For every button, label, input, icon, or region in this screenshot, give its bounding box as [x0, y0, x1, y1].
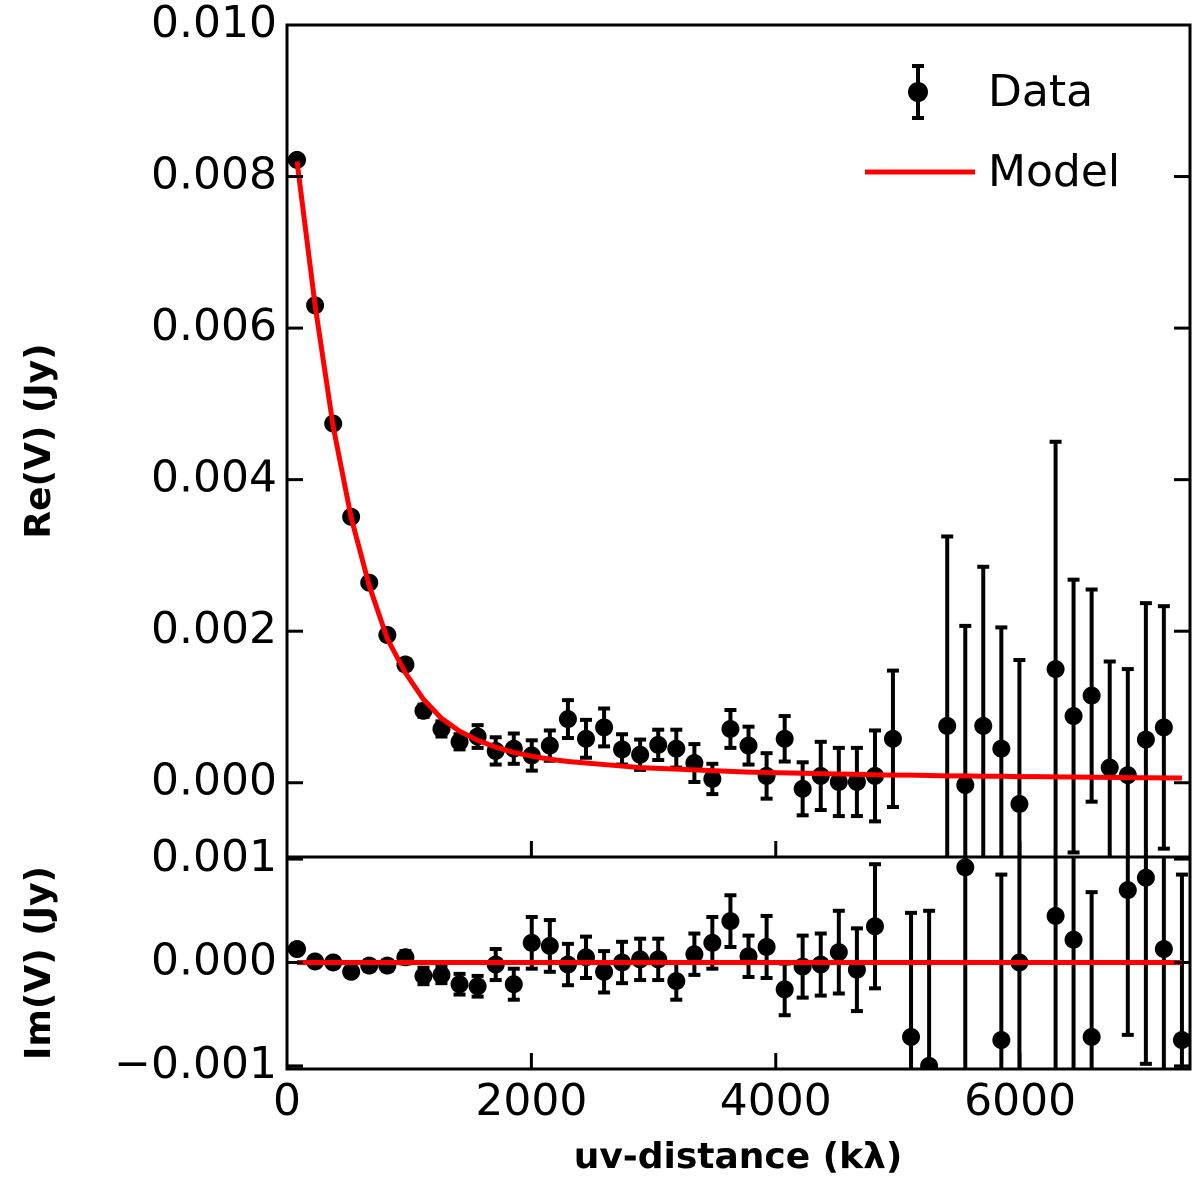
- data-point: [595, 718, 614, 737]
- y-tick-label: 0.006: [151, 300, 277, 351]
- data-point: [1082, 1027, 1101, 1046]
- data-point: [468, 977, 487, 996]
- data-point: [883, 729, 902, 748]
- data-point: [902, 1027, 921, 1046]
- data-point: [378, 956, 397, 975]
- data-point: [1010, 794, 1029, 813]
- data-point: [1046, 660, 1065, 679]
- data-point: [1064, 930, 1083, 949]
- data-point: [631, 950, 650, 969]
- y-tick-label: 0.001: [151, 831, 277, 882]
- y-tick-label: 0.002: [151, 603, 277, 654]
- data-point: [1154, 718, 1173, 737]
- data-point: [775, 729, 794, 748]
- data-point: [1100, 758, 1119, 777]
- y-tick-label: 0.000: [151, 934, 277, 985]
- data-point: [829, 772, 848, 791]
- data-point: [829, 943, 848, 962]
- data-point: [432, 965, 451, 984]
- legend-marker: [908, 82, 928, 102]
- data-point: [1046, 906, 1065, 925]
- data-point: [721, 912, 740, 931]
- data-point: [847, 772, 866, 791]
- data-point: [1118, 881, 1137, 900]
- data-point: [450, 975, 469, 994]
- y-tick-label: 0.004: [151, 452, 277, 503]
- data-point: [342, 962, 361, 981]
- data-point: [703, 769, 722, 788]
- y-axis-label: Re(V) (Jy): [18, 343, 59, 538]
- data-point: [504, 975, 523, 994]
- x-tick-label: 6000: [964, 1075, 1076, 1126]
- data-point: [757, 766, 776, 785]
- data-point: [595, 962, 614, 981]
- data-point: [649, 735, 668, 754]
- data-point: [974, 716, 993, 735]
- data-point: [757, 937, 776, 956]
- y-axis-label: Im(V) (Jy): [18, 866, 59, 1060]
- data-point: [685, 945, 704, 964]
- y-tick-label: −0.001: [114, 1038, 277, 1089]
- data-point: [1064, 707, 1083, 726]
- data-point: [793, 779, 812, 798]
- model-line: [294, 161, 1182, 781]
- data-point: [956, 858, 975, 877]
- data-point: [992, 739, 1011, 758]
- data-point: [920, 1056, 939, 1069]
- data-point: [414, 966, 433, 985]
- y-tick-label: 0.008: [151, 149, 277, 200]
- data-point: [703, 933, 722, 952]
- plot-area: [288, 150, 1182, 857]
- data-point: [522, 933, 541, 952]
- data-point: [739, 736, 758, 755]
- axes-frame: [285, 855, 1192, 1071]
- data-point: [1136, 730, 1155, 749]
- legend-label: Data: [988, 66, 1093, 117]
- plot-area: [288, 857, 1190, 1069]
- y-tick-label: 0.010: [151, 0, 277, 48]
- data-point: [667, 972, 686, 991]
- data-point: [631, 745, 650, 764]
- data-point: [847, 960, 866, 979]
- x-tick-label: 0: [273, 1075, 301, 1126]
- data-point: [1154, 940, 1173, 959]
- x-tick-label: 4000: [720, 1075, 832, 1126]
- data-point: [540, 936, 559, 955]
- data-point: [865, 917, 884, 936]
- data-point: [938, 716, 957, 735]
- legend-label: Model: [988, 146, 1120, 197]
- data-point: [775, 980, 794, 999]
- data-point: [360, 956, 379, 975]
- x-tick-label: 2000: [475, 1075, 587, 1126]
- data-point: [956, 776, 975, 795]
- data-point: [288, 940, 307, 959]
- data-point: [1082, 686, 1101, 705]
- data-point: [649, 950, 668, 969]
- data-point: [1136, 868, 1155, 887]
- data-point: [450, 732, 469, 751]
- data-point: [613, 740, 632, 759]
- data-point: [288, 150, 307, 169]
- data-point: [721, 719, 740, 738]
- y-tick-label: 0.000: [151, 755, 277, 806]
- data-point: [540, 736, 559, 755]
- data-point: [577, 729, 596, 748]
- data-point: [558, 710, 577, 729]
- x-axis-label: uv-distance (kλ): [574, 1136, 903, 1177]
- data-point: [992, 1031, 1011, 1050]
- data-point: [1172, 1031, 1190, 1050]
- data-point: [667, 739, 686, 758]
